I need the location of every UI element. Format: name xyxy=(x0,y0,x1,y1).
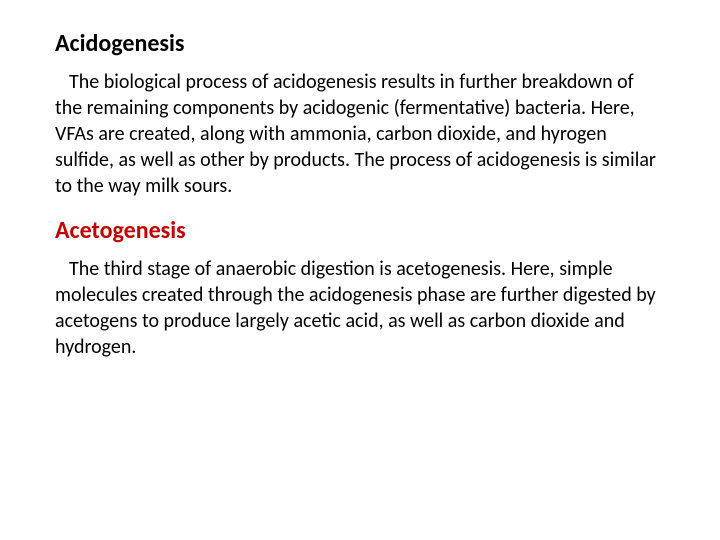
body-acetogenesis: The third stage of anaerobic digestion i… xyxy=(55,256,660,360)
section-2: Acetogenesis The third stage of anaerobi… xyxy=(55,217,660,360)
section-1: Acidogenesis The biological process of a… xyxy=(55,30,660,199)
heading-acetogenesis: Acetogenesis xyxy=(55,217,660,246)
body-acidogenesis: The biological process of acidogenesis r… xyxy=(55,69,660,199)
heading-acidogenesis: Acidogenesis xyxy=(55,30,660,59)
